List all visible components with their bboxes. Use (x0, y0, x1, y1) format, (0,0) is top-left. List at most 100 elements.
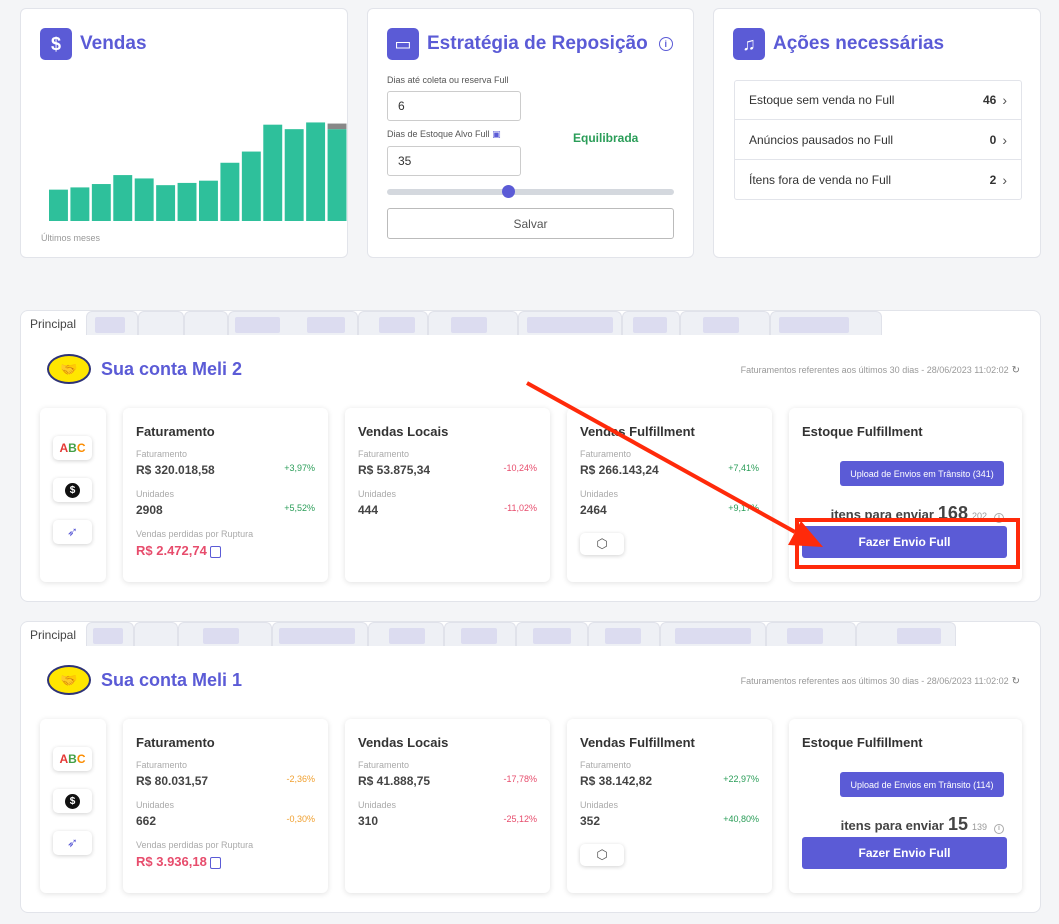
action-row-itens-fora-venda[interactable]: Ítens fora de venda no Full 2 › (734, 160, 1022, 200)
tab-redacted[interactable] (680, 311, 771, 335)
unidades-change: -0,30% (286, 814, 315, 824)
sales-bar[interactable] (134, 178, 154, 221)
rocket-icon[interactable]: ➶ (53, 520, 92, 544)
upload-envios-button[interactable]: Upload de Envios em Trânsito (114) (840, 772, 1004, 797)
report-icon[interactable] (209, 856, 221, 869)
dias-estoque-input[interactable]: 35 (387, 146, 521, 176)
unidades-change: +9,17% (728, 503, 759, 513)
unidades-change: +40,80% (723, 814, 759, 824)
rocket-glyph: ➶ (67, 835, 78, 850)
action-count: 0 (989, 132, 997, 147)
info-icon[interactable]: i (994, 512, 1004, 523)
slider-thumb[interactable] (501, 185, 515, 198)
items-small: 139 (971, 822, 987, 832)
tab-redacted[interactable] (856, 622, 957, 646)
tab-principal[interactable]: Principal (30, 317, 77, 331)
sales-bar[interactable] (49, 189, 68, 221)
tab-redacted[interactable] (134, 622, 179, 646)
dias-coleta-input[interactable]: 6 (387, 91, 521, 121)
sales-bar[interactable] (306, 122, 326, 221)
faturamento-change: +3,97% (284, 463, 315, 473)
tab-redacted[interactable] (358, 311, 429, 335)
dias-coleta-label: Dias até coleta ou reserva Full (387, 75, 509, 85)
tab-redacted[interactable] (184, 311, 229, 335)
balance-status: Equilibrada (573, 131, 639, 145)
cubes-icon[interactable]: ⬡ (580, 533, 624, 555)
sales-bar[interactable] (91, 184, 111, 221)
sales-bar[interactable] (284, 129, 304, 221)
upload-envios-button[interactable]: Upload de Envios em Trânsito (341) (840, 461, 1004, 486)
rocket-icon[interactable]: ➶ (53, 831, 92, 855)
tab-redacted[interactable] (766, 622, 857, 646)
tab-redacted[interactable] (770, 311, 883, 335)
sales-bar[interactable] (177, 182, 197, 221)
sales-bar[interactable] (156, 185, 176, 221)
tab-redacted[interactable] (178, 622, 273, 646)
action-row-anuncios-pausados[interactable]: Anúncios pausados no Full 0 › (734, 120, 1022, 160)
vendas-fulfillment-title: Vendas Fulfillment (580, 424, 695, 439)
faturamento-change: -10,24% (503, 463, 537, 473)
unidades-label: Unidades (136, 489, 175, 499)
chevron-right-icon: › (1002, 171, 1007, 188)
tab-redacted[interactable] (138, 311, 185, 335)
tab-redacted[interactable] (518, 311, 623, 335)
calendar-icon: ▣ (492, 129, 501, 139)
action-count: 46 (982, 93, 997, 107)
save-button[interactable]: Salvar (387, 208, 674, 239)
cubes-icon[interactable]: ⬡ (580, 844, 624, 866)
vendas-locais-title: Vendas Locais (358, 735, 449, 750)
refresh-icon[interactable]: ↻ (1011, 676, 1020, 687)
tab-principal[interactable]: Principal (30, 628, 77, 642)
tab-redacted[interactable] (86, 622, 135, 646)
info-icon[interactable]: i (658, 37, 673, 51)
items-count: 15 (947, 814, 968, 834)
faturamento-title: Faturamento (136, 424, 215, 439)
action-label: Ítens fora de venda no Full (749, 172, 892, 187)
tab-redacted[interactable] (428, 311, 519, 335)
chevron-right-icon: › (1002, 131, 1007, 148)
tab-redacted[interactable] (660, 622, 767, 646)
slider-track[interactable] (387, 189, 674, 195)
action-count: 2 (989, 172, 997, 187)
coin-icon[interactable]: $ (53, 789, 92, 813)
items-label: itens para enviar (840, 818, 944, 833)
faturamento-change: +22,97% (723, 774, 759, 784)
sales-bar-extra[interactable] (327, 123, 347, 130)
tab-redacted[interactable] (86, 311, 139, 335)
faturamento-label: Faturamento (136, 449, 188, 459)
sales-bar[interactable] (220, 162, 240, 221)
tab-redacted[interactable] (368, 622, 445, 646)
chart-caption: Últimos meses (41, 233, 101, 243)
ruptura-value: R$ 2.472,74 (136, 543, 221, 558)
vendas-locais-card: Vendas Locais Faturamento R$ 53.875,34 -… (345, 408, 550, 582)
sales-bar[interactable] (327, 129, 347, 221)
coin-icon[interactable]: $ (53, 478, 92, 502)
unidades-value: 2464 (580, 503, 607, 517)
mercadolivre-logo: 🤝 (47, 665, 91, 695)
faturamento-value: R$ 53.875,34 (358, 463, 431, 477)
chevron-right-icon: › (1002, 92, 1007, 108)
tab-redacted[interactable] (622, 311, 681, 335)
sales-bar[interactable] (113, 175, 133, 221)
tab-redacted[interactable] (516, 622, 589, 646)
estoque-fulfillment-title: Estoque Fulfillment (802, 735, 923, 750)
sales-bar[interactable] (263, 124, 283, 221)
tab-redacted[interactable] (588, 622, 661, 646)
sales-bar[interactable] (199, 180, 218, 221)
refresh-icon[interactable]: ↻ (1011, 365, 1020, 376)
faturamento-change: -2,36% (286, 774, 315, 784)
tab-redacted[interactable] (272, 622, 369, 646)
report-icon[interactable] (209, 545, 221, 558)
fazer-envio-full-button[interactable]: Fazer Envio Full (802, 526, 1007, 558)
tab-redacted[interactable] (228, 311, 359, 335)
tab-redacted[interactable] (444, 622, 517, 646)
fazer-envio-full-button[interactable]: Fazer Envio Full (802, 837, 1007, 869)
info-icon[interactable]: i (994, 823, 1004, 834)
sales-bar[interactable] (241, 151, 261, 221)
action-row-estoque-sem-venda[interactable]: Estoque sem venda no Full 46 › (734, 80, 1022, 120)
sales-bar[interactable] (70, 187, 90, 221)
account-tabs: Principal (21, 309, 883, 335)
